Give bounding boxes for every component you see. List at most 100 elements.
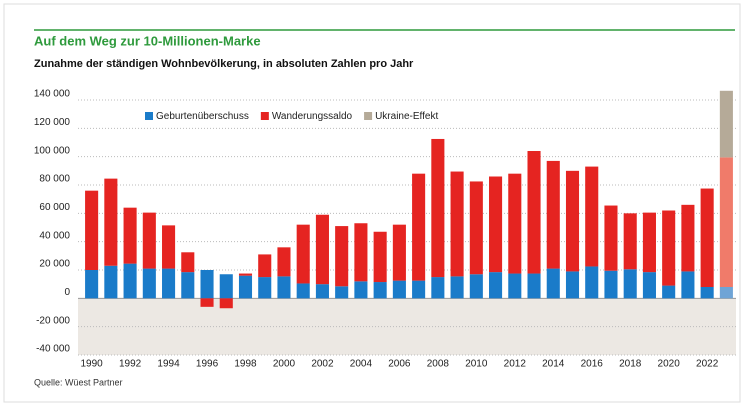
x-tick-label: 2002 — [311, 359, 334, 370]
y-tick-label: 20 000 — [39, 259, 70, 270]
bar-segment — [142, 268, 156, 299]
bar-segment — [469, 181, 483, 275]
bar-segment — [181, 252, 195, 273]
y-tick-label: 120 000 — [34, 117, 71, 128]
bar-segment — [238, 275, 253, 299]
x-tick-label: 2010 — [465, 359, 488, 370]
x-tick-label: 1992 — [119, 359, 142, 370]
chart-title: Auf dem Weg zur 10-Millionen-Marke — [34, 33, 261, 48]
bar-segment — [335, 286, 349, 299]
bar-segment — [527, 273, 541, 299]
bar-segment — [85, 190, 99, 270]
x-tick-label: 2018 — [619, 359, 642, 370]
bar-segment — [219, 274, 233, 299]
x-tick-label: 2022 — [696, 359, 719, 370]
bar-segment — [335, 226, 349, 287]
bar-segment — [85, 270, 99, 299]
bar-segment — [450, 276, 464, 299]
bar-segment — [354, 223, 368, 282]
negative-area — [78, 298, 736, 355]
bar-segment — [296, 283, 310, 299]
bar-segment — [200, 270, 214, 299]
y-tick-label: 40 000 — [39, 230, 70, 241]
bar-segment — [315, 284, 329, 299]
x-tick-label: 2020 — [658, 359, 681, 370]
bar-segment — [373, 231, 387, 283]
bar-segment — [546, 160, 560, 269]
bar-segment — [277, 247, 291, 277]
bar-segment — [181, 272, 195, 299]
y-tick-label: -40 000 — [36, 344, 70, 355]
bar-segment — [412, 173, 426, 281]
bar-segment — [469, 274, 483, 299]
bar-segment — [142, 212, 156, 269]
bar-segment — [104, 178, 118, 266]
bar-segment — [604, 270, 618, 299]
bar-segment — [681, 271, 695, 299]
bar-segment — [719, 287, 733, 299]
bar-segment — [604, 205, 618, 271]
x-tick-label: 2006 — [388, 359, 411, 370]
bar-segment — [508, 273, 522, 299]
bar-segment — [700, 287, 714, 299]
bar-segment — [662, 285, 676, 299]
bar-segment — [354, 281, 368, 299]
bar-segment — [489, 176, 503, 273]
x-tick-label: 2016 — [581, 359, 604, 370]
bar-segment — [104, 265, 118, 299]
bar-segment — [373, 282, 387, 299]
bar-segment — [546, 268, 560, 299]
x-tick-label: 2014 — [542, 359, 565, 370]
y-tick-label: -20 000 — [36, 315, 70, 326]
bar-segment — [392, 224, 406, 281]
x-tick-label: 2004 — [350, 359, 373, 370]
bar-segment — [258, 277, 272, 299]
x-tick-label: 2012 — [504, 359, 527, 370]
bar-segment — [527, 151, 541, 274]
bar-segment — [565, 271, 580, 299]
x-tick-label: 1996 — [196, 359, 219, 370]
x-tick-label: 2008 — [427, 359, 450, 370]
bar-segment — [642, 272, 656, 299]
bar-segment — [238, 273, 253, 276]
bar-segment — [489, 272, 503, 299]
y-tick-label: 80 000 — [39, 174, 70, 185]
chart-subtitle: Zunahme der ständigen Wohnbevölkerung, i… — [34, 58, 414, 70]
legend-label: Ukraine-Effekt — [375, 111, 438, 122]
bar-segment — [623, 269, 637, 299]
bar-segment — [123, 207, 137, 264]
y-tick-label: 60 000 — [39, 202, 70, 213]
legend-label: Geburtenüberschuss — [156, 111, 249, 122]
bar-segment — [123, 263, 137, 299]
source: Quelle: Wüest Partner — [34, 377, 123, 387]
x-tick-label: 1998 — [234, 359, 257, 370]
bar-segment — [315, 214, 329, 285]
bar-segment — [642, 212, 656, 273]
bar-segment — [508, 173, 522, 274]
legend-swatch — [145, 112, 153, 120]
x-tick-label: 2000 — [273, 359, 296, 370]
bar-segment — [258, 254, 272, 278]
legend-swatch — [364, 112, 373, 120]
bar-segment — [431, 277, 445, 299]
bar-segment — [200, 298, 214, 307]
y-tick-label: 140 000 — [34, 89, 71, 100]
bar-segment — [277, 276, 291, 299]
bar-segment — [700, 188, 714, 287]
bar-segment — [392, 280, 406, 299]
bar-segment — [219, 298, 233, 309]
bar-segment — [296, 224, 310, 284]
legend-swatch — [260, 112, 269, 120]
bar-segment — [623, 213, 637, 270]
x-tick-label: 1990 — [80, 359, 103, 370]
bar-segment — [162, 225, 176, 269]
bar-segment — [681, 204, 695, 272]
bar-segment — [162, 268, 176, 299]
bar-segment — [450, 171, 464, 277]
y-tick-label: 100 000 — [34, 145, 71, 156]
bar-segment — [719, 157, 733, 287]
bar-segment — [585, 266, 599, 299]
legend-label: Wanderungssaldo — [272, 111, 353, 122]
bar-segment — [585, 166, 599, 267]
